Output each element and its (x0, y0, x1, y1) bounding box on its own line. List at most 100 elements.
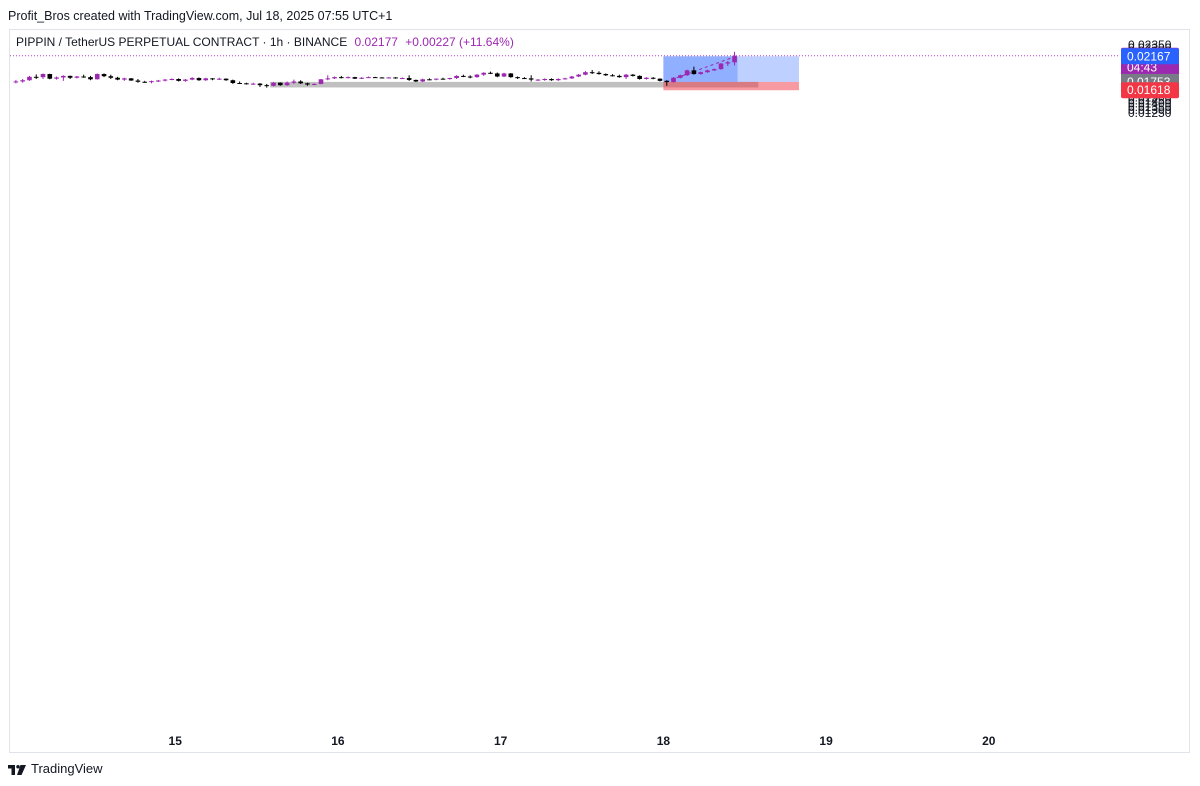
candle[interactable] (128, 78, 134, 81)
candle[interactable] (135, 78, 141, 83)
candle[interactable] (671, 77, 676, 83)
candle[interactable] (264, 83, 270, 88)
chart-frame[interactable] (9, 29, 1190, 753)
brand[interactable]: TradingView (8, 761, 103, 776)
candle[interactable] (664, 80, 670, 86)
candle[interactable] (617, 74, 622, 78)
candle[interactable] (223, 78, 229, 81)
candle[interactable] (257, 83, 263, 88)
candle[interactable] (569, 75, 575, 79)
candle[interactable] (88, 75, 93, 81)
candle[interactable] (189, 77, 195, 81)
candle[interactable] (596, 71, 602, 75)
candle[interactable] (278, 82, 283, 86)
candle[interactable] (305, 82, 310, 86)
candle[interactable] (101, 73, 107, 78)
candle[interactable] (440, 77, 446, 80)
candle[interactable] (33, 74, 39, 79)
candle[interactable] (81, 74, 86, 78)
candle[interactable] (74, 75, 80, 79)
candle[interactable] (108, 74, 114, 79)
candle[interactable] (203, 77, 209, 81)
candle[interactable] (427, 78, 432, 81)
candle[interactable] (291, 79, 297, 84)
candle[interactable] (718, 62, 724, 70)
candle[interactable] (535, 78, 541, 81)
candle[interactable] (454, 75, 459, 79)
candle[interactable] (732, 51, 737, 66)
candle[interactable] (433, 78, 439, 81)
candle[interactable] (474, 74, 480, 78)
candle[interactable] (420, 78, 425, 83)
candle[interactable] (583, 70, 588, 76)
candle[interactable] (603, 73, 609, 76)
candle[interactable] (515, 76, 520, 79)
candle[interactable] (549, 78, 554, 81)
candle[interactable] (562, 77, 568, 80)
candle[interactable] (684, 69, 690, 76)
candle[interactable] (501, 72, 507, 78)
candle[interactable] (393, 77, 398, 79)
candle[interactable] (644, 77, 649, 80)
candle[interactable] (345, 76, 351, 79)
candle[interactable] (298, 80, 303, 84)
candle[interactable] (528, 75, 534, 82)
candle[interactable] (155, 79, 161, 83)
candle[interactable] (413, 79, 419, 83)
candle[interactable] (610, 74, 615, 77)
candle[interactable] (67, 75, 73, 79)
candle[interactable] (271, 82, 276, 87)
candle[interactable] (481, 72, 487, 76)
candle[interactable] (467, 75, 473, 79)
candle[interactable] (216, 77, 222, 80)
candle[interactable] (169, 78, 175, 81)
candle[interactable] (237, 81, 242, 85)
candle[interactable] (122, 77, 127, 81)
candle[interactable] (325, 75, 331, 81)
candle[interactable] (386, 77, 392, 79)
candle[interactable] (406, 75, 412, 81)
candle[interactable] (332, 76, 337, 79)
candle[interactable] (94, 73, 100, 80)
candle[interactable] (244, 82, 249, 85)
candle[interactable] (318, 78, 324, 85)
candle[interactable] (13, 79, 19, 84)
candle[interactable] (379, 77, 385, 79)
candle[interactable] (461, 74, 466, 78)
candle[interactable] (20, 78, 25, 83)
candle[interactable] (366, 76, 371, 79)
candle[interactable] (494, 72, 500, 78)
candle[interactable] (162, 78, 168, 82)
candle[interactable] (447, 77, 453, 80)
candle[interactable] (183, 78, 188, 82)
candle[interactable] (657, 78, 663, 82)
candle[interactable] (250, 82, 256, 85)
candle[interactable] (542, 78, 548, 81)
candle[interactable] (47, 73, 53, 80)
long-stop-zone[interactable] (663, 81, 799, 91)
candle[interactable] (372, 76, 378, 79)
candle[interactable] (725, 61, 731, 67)
candle[interactable] (359, 77, 364, 79)
candle[interactable] (400, 77, 405, 80)
candle[interactable] (230, 79, 236, 84)
candle[interactable] (488, 71, 493, 75)
candle[interactable] (508, 73, 514, 78)
candle[interactable] (630, 74, 636, 77)
candle[interactable] (196, 77, 202, 81)
candle[interactable] (142, 80, 148, 83)
candle[interactable] (711, 68, 717, 71)
candle[interactable] (576, 74, 581, 78)
candle[interactable] (27, 75, 32, 81)
candle[interactable] (61, 75, 66, 81)
candle[interactable] (623, 74, 629, 79)
candle[interactable] (149, 80, 154, 84)
candle[interactable] (210, 78, 215, 81)
candle[interactable] (678, 74, 683, 79)
candle[interactable] (176, 78, 181, 82)
candle[interactable] (284, 81, 290, 86)
candle[interactable] (352, 76, 358, 79)
candle[interactable] (555, 78, 561, 81)
candle[interactable] (698, 71, 703, 75)
